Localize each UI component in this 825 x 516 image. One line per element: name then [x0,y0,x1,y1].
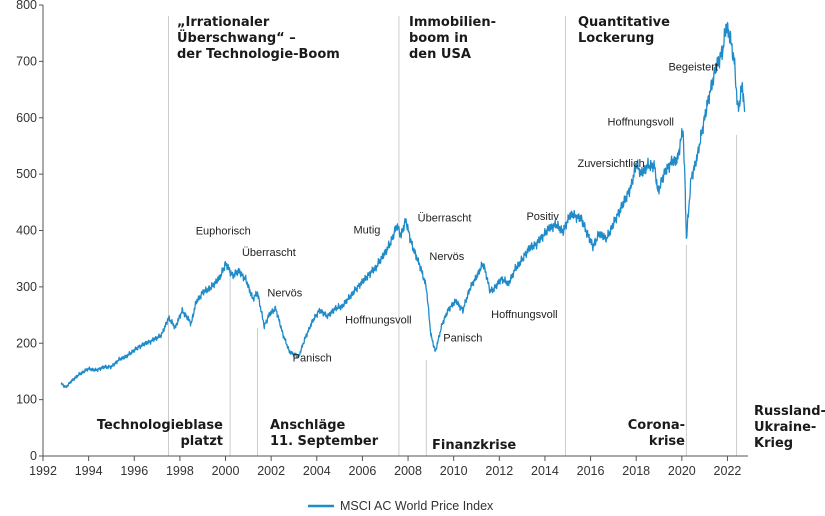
event-label-line: „Irrationaler [177,15,270,30]
x-tick-label: 2006 [349,464,377,478]
legend: MSCI AC World Price Index [308,499,494,513]
x-tick-label: 2018 [622,464,650,478]
event-label: Anschläge 11. September [270,418,379,449]
event-label: Immobilien-boom in den USA [409,15,496,62]
x-tick-label: 2012 [485,464,513,478]
sentiment-label: Hoffnungsvoll [491,309,557,321]
sentiment-label: Hoffnungsvoll [608,117,674,129]
sentiment-label: Nervös [429,251,464,263]
x-tick-label: 2000 [212,464,240,478]
x-tick-label: 2010 [440,464,468,478]
sentiment-label: Hoffnungsvoll [345,315,411,327]
event-label: Technologieblase platzt [97,418,223,449]
x-tick-label: 1996 [120,464,148,478]
event-label: Russland-Ukraine-Krieg [754,404,825,451]
y-tick-label: 600 [16,111,37,125]
event-label-line: Lockerung [578,31,654,46]
y-tick-label: 100 [16,393,37,407]
sentiment-label: Panisch [443,333,482,345]
x-tick-label: 2004 [303,464,331,478]
event-label-line: den USA [409,47,471,62]
axes: 0 100 200 300 400 500 600 700 800 1992 1994 1996 199… [16,0,748,478]
event-label-line: Überschwang“ – [177,30,296,46]
event-label-line: Russland- [754,404,825,419]
event-label-line: boom in [409,31,468,46]
sentiment-label: Überrascht [418,212,472,224]
event-label-line: 11. September [270,434,379,449]
series-line-msci-acwi [60,22,746,389]
y-tick-label: 0 [30,449,37,463]
sentiment-label: Mutig [354,224,381,236]
x-tick-label: 2020 [668,464,696,478]
event-label-line: der Technologie-Boom [177,47,340,62]
event-label-line: Corona- [628,418,685,433]
y-tick-label: 500 [16,167,37,181]
x-tick-label: 2022 [714,464,742,478]
y-tick-label: 300 [16,280,37,294]
y-tick-label: 800 [16,0,37,12]
sentiment-label: Panisch [293,352,332,364]
sentiment-label: Nervös [267,287,302,299]
event-label: Corona-krise [628,418,685,449]
sentiment-label: Positiv [526,211,559,223]
event-label-line: Krieg [754,436,793,451]
series-layer [60,22,746,389]
y-tick-label: 400 [16,224,37,238]
x-tick-label: 2014 [531,464,559,478]
event-label: Finanzkrise [432,438,516,453]
x-tick-label: 2008 [394,464,422,478]
x-tick-label: 1992 [29,464,57,478]
y-tick-label: 200 [16,336,37,350]
sentiment-label: Zuversichtlich [577,158,644,170]
event-label-line: Technologieblase [97,418,223,433]
event-label-line: Immobilien- [409,15,496,30]
sentiment-label: Überrascht [242,247,296,259]
x-tick-label: 1998 [166,464,194,478]
x-tick-label: 2002 [257,464,285,478]
legend-label: MSCI AC World Price Index [340,499,494,513]
event-label-line: Anschläge [270,418,346,433]
sentiment-label: Begeistert [668,61,718,73]
event-label: Quantitative Lockerung [578,15,670,46]
sentiment-labels: Euphorisch Überrascht Nervös Panisch Hoffnun… [196,61,718,364]
event-labels: „Irrationaler Überschwang“ – der Technolog… [97,15,825,453]
event-label-line: platzt [180,434,223,449]
event-guide-lines [167,16,738,456]
x-tick-label: 1994 [75,464,103,478]
event-label-line: krise [649,434,685,449]
x-tick-label: 2016 [577,464,605,478]
event-label: „Irrationaler Überschwang“ – der Technolog… [177,15,340,62]
event-label-line: Finanzkrise [432,438,516,453]
event-label-line: Quantitative [578,15,670,30]
event-label-line: Ukraine- [754,420,816,435]
y-tick-label: 700 [16,54,37,68]
sentiment-label: Euphorisch [196,225,251,237]
